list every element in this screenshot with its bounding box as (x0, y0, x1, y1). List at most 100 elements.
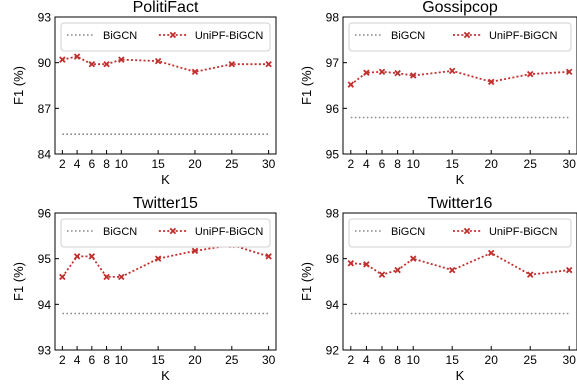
data-point-marker (448, 266, 456, 274)
chart-title: PolitiFact (133, 0, 199, 16)
legend: BiGCN UniPF-BiGCN (348, 22, 572, 52)
x-tick-label: 6 (379, 353, 386, 367)
x-tick-label: 6 (88, 353, 95, 367)
y-tick-label: 93 (38, 344, 52, 358)
data-point-marker (59, 56, 66, 63)
y-tick-label: 95 (326, 148, 340, 162)
y-tick-label: 95 (38, 252, 52, 266)
data-point-marker (59, 273, 66, 281)
data-point-marker (88, 60, 96, 68)
x-tick-label: 15 (151, 353, 165, 367)
x-tick-label: 6 (379, 157, 386, 171)
x-tick-label: 2 (347, 353, 354, 367)
y-tick-label: 94 (38, 298, 52, 312)
data-point-marker (378, 271, 386, 278)
chart-title: Twitter15 (133, 195, 198, 212)
data-point-marker (363, 261, 370, 268)
legend-marker (463, 31, 471, 39)
data-point-marker (565, 68, 573, 76)
x-tick-label: 25 (225, 157, 239, 171)
data-point-marker (73, 53, 81, 60)
data-point-marker (103, 60, 110, 68)
x-tick-label: 20 (485, 157, 499, 171)
x-tick-label: 10 (407, 157, 421, 171)
series-line-unipf-bigcn (350, 69, 570, 86)
legend-item: BiGCN (67, 30, 137, 42)
legend-item: BiGCN (355, 226, 425, 238)
legend-box (60, 22, 271, 52)
legend-label: UniPF-BiGCN (489, 226, 558, 238)
x-tick-label: 30 (563, 353, 577, 367)
x-axis-label: K (161, 172, 170, 187)
data-point-marker (378, 68, 386, 76)
data-point-marker (487, 78, 495, 86)
x-axis-label: K (456, 172, 465, 187)
y-axis-label: F1 (%) (11, 262, 26, 301)
data-point-marker (487, 249, 495, 257)
legend-label: BiGCN (391, 226, 425, 238)
chart-panel: Twitter15 93 94 95 96 2 4 6 8 10 15 20 25 30 K F1 (%) Bi… (11, 195, 277, 383)
y-axis-label: F1 (%) (299, 66, 314, 105)
x-tick-label: 4 (74, 157, 81, 171)
data-point-marker (347, 259, 355, 267)
legend: BiGCN UniPF-BiGCN (348, 218, 572, 248)
x-tick-label: 15 (446, 157, 460, 171)
x-axis-label: K (456, 368, 465, 383)
legend-item: BiGCN (355, 30, 425, 42)
plot-frame (54, 16, 277, 155)
x-tick-label: 6 (88, 157, 95, 171)
x-tick-label: 25 (225, 353, 239, 367)
x-tick-label: 2 (347, 157, 354, 171)
x-tick-label: 2 (59, 157, 66, 171)
legend-item: UniPF-BiGCN (158, 226, 264, 238)
legend-marker (169, 227, 177, 235)
data-point-marker (526, 271, 534, 278)
series-line-unipf-bigcn (61, 244, 269, 278)
legend-box (60, 218, 271, 248)
series-line-unipf-bigcn (62, 55, 269, 73)
x-tick-label: 8 (394, 353, 401, 367)
data-point-marker (73, 253, 81, 260)
data-point-marker (526, 70, 534, 78)
legend-label: UniPF-BiGCN (489, 30, 558, 42)
chart-panel: PolitiFact 84 87 90 93 2 4 6 8 10 15 20 25 30 K F1 (%) B… (11, 0, 277, 187)
y-tick-label: 93 (38, 11, 52, 25)
x-tick-label: 20 (188, 353, 202, 367)
legend: BiGCN UniPF-BiGCN (60, 22, 271, 52)
chart-panel: Gossipcop 95 96 97 98 2 4 6 8 10 15 20 25 30 K F1 (%) Bi… (299, 0, 577, 187)
legend-item: UniPF-BiGCN (452, 226, 558, 238)
data-point-marker (103, 273, 110, 281)
x-tick-label: 10 (115, 157, 129, 171)
data-point-marker (265, 253, 272, 260)
y-tick-label: 92 (326, 344, 340, 358)
legend-label: BiGCN (103, 30, 137, 42)
legend: BiGCN UniPF-BiGCN (60, 218, 271, 248)
y-axis-label: F1 (%) (299, 262, 314, 301)
data-point-marker (154, 57, 162, 65)
plot-frame (342, 16, 577, 155)
legend-label: BiGCN (391, 30, 425, 42)
x-tick-label: 4 (74, 353, 81, 367)
x-tick-label: 15 (446, 353, 460, 367)
plot-frame (342, 212, 577, 351)
legend-box (348, 218, 572, 248)
y-tick-label: 98 (326, 11, 340, 25)
x-tick-label: 25 (524, 157, 538, 171)
y-tick-label: 96 (38, 207, 52, 221)
y-tick-label: 84 (38, 148, 52, 162)
x-tick-label: 10 (407, 353, 421, 367)
legend-label: UniPF-BiGCN (195, 226, 264, 238)
data-point-marker (565, 266, 573, 274)
data-point-marker (118, 273, 125, 281)
chart-title: Twitter16 (428, 195, 493, 212)
data-point-marker (347, 81, 355, 88)
legend-item: BiGCN (67, 226, 137, 238)
x-tick-label: 8 (103, 353, 110, 367)
y-tick-label: 90 (38, 56, 52, 70)
y-tick-label: 96 (326, 252, 340, 266)
x-tick-label: 25 (524, 353, 538, 367)
y-tick-label: 97 (326, 56, 340, 70)
data-point-marker (265, 60, 272, 68)
data-point-marker (448, 67, 456, 75)
